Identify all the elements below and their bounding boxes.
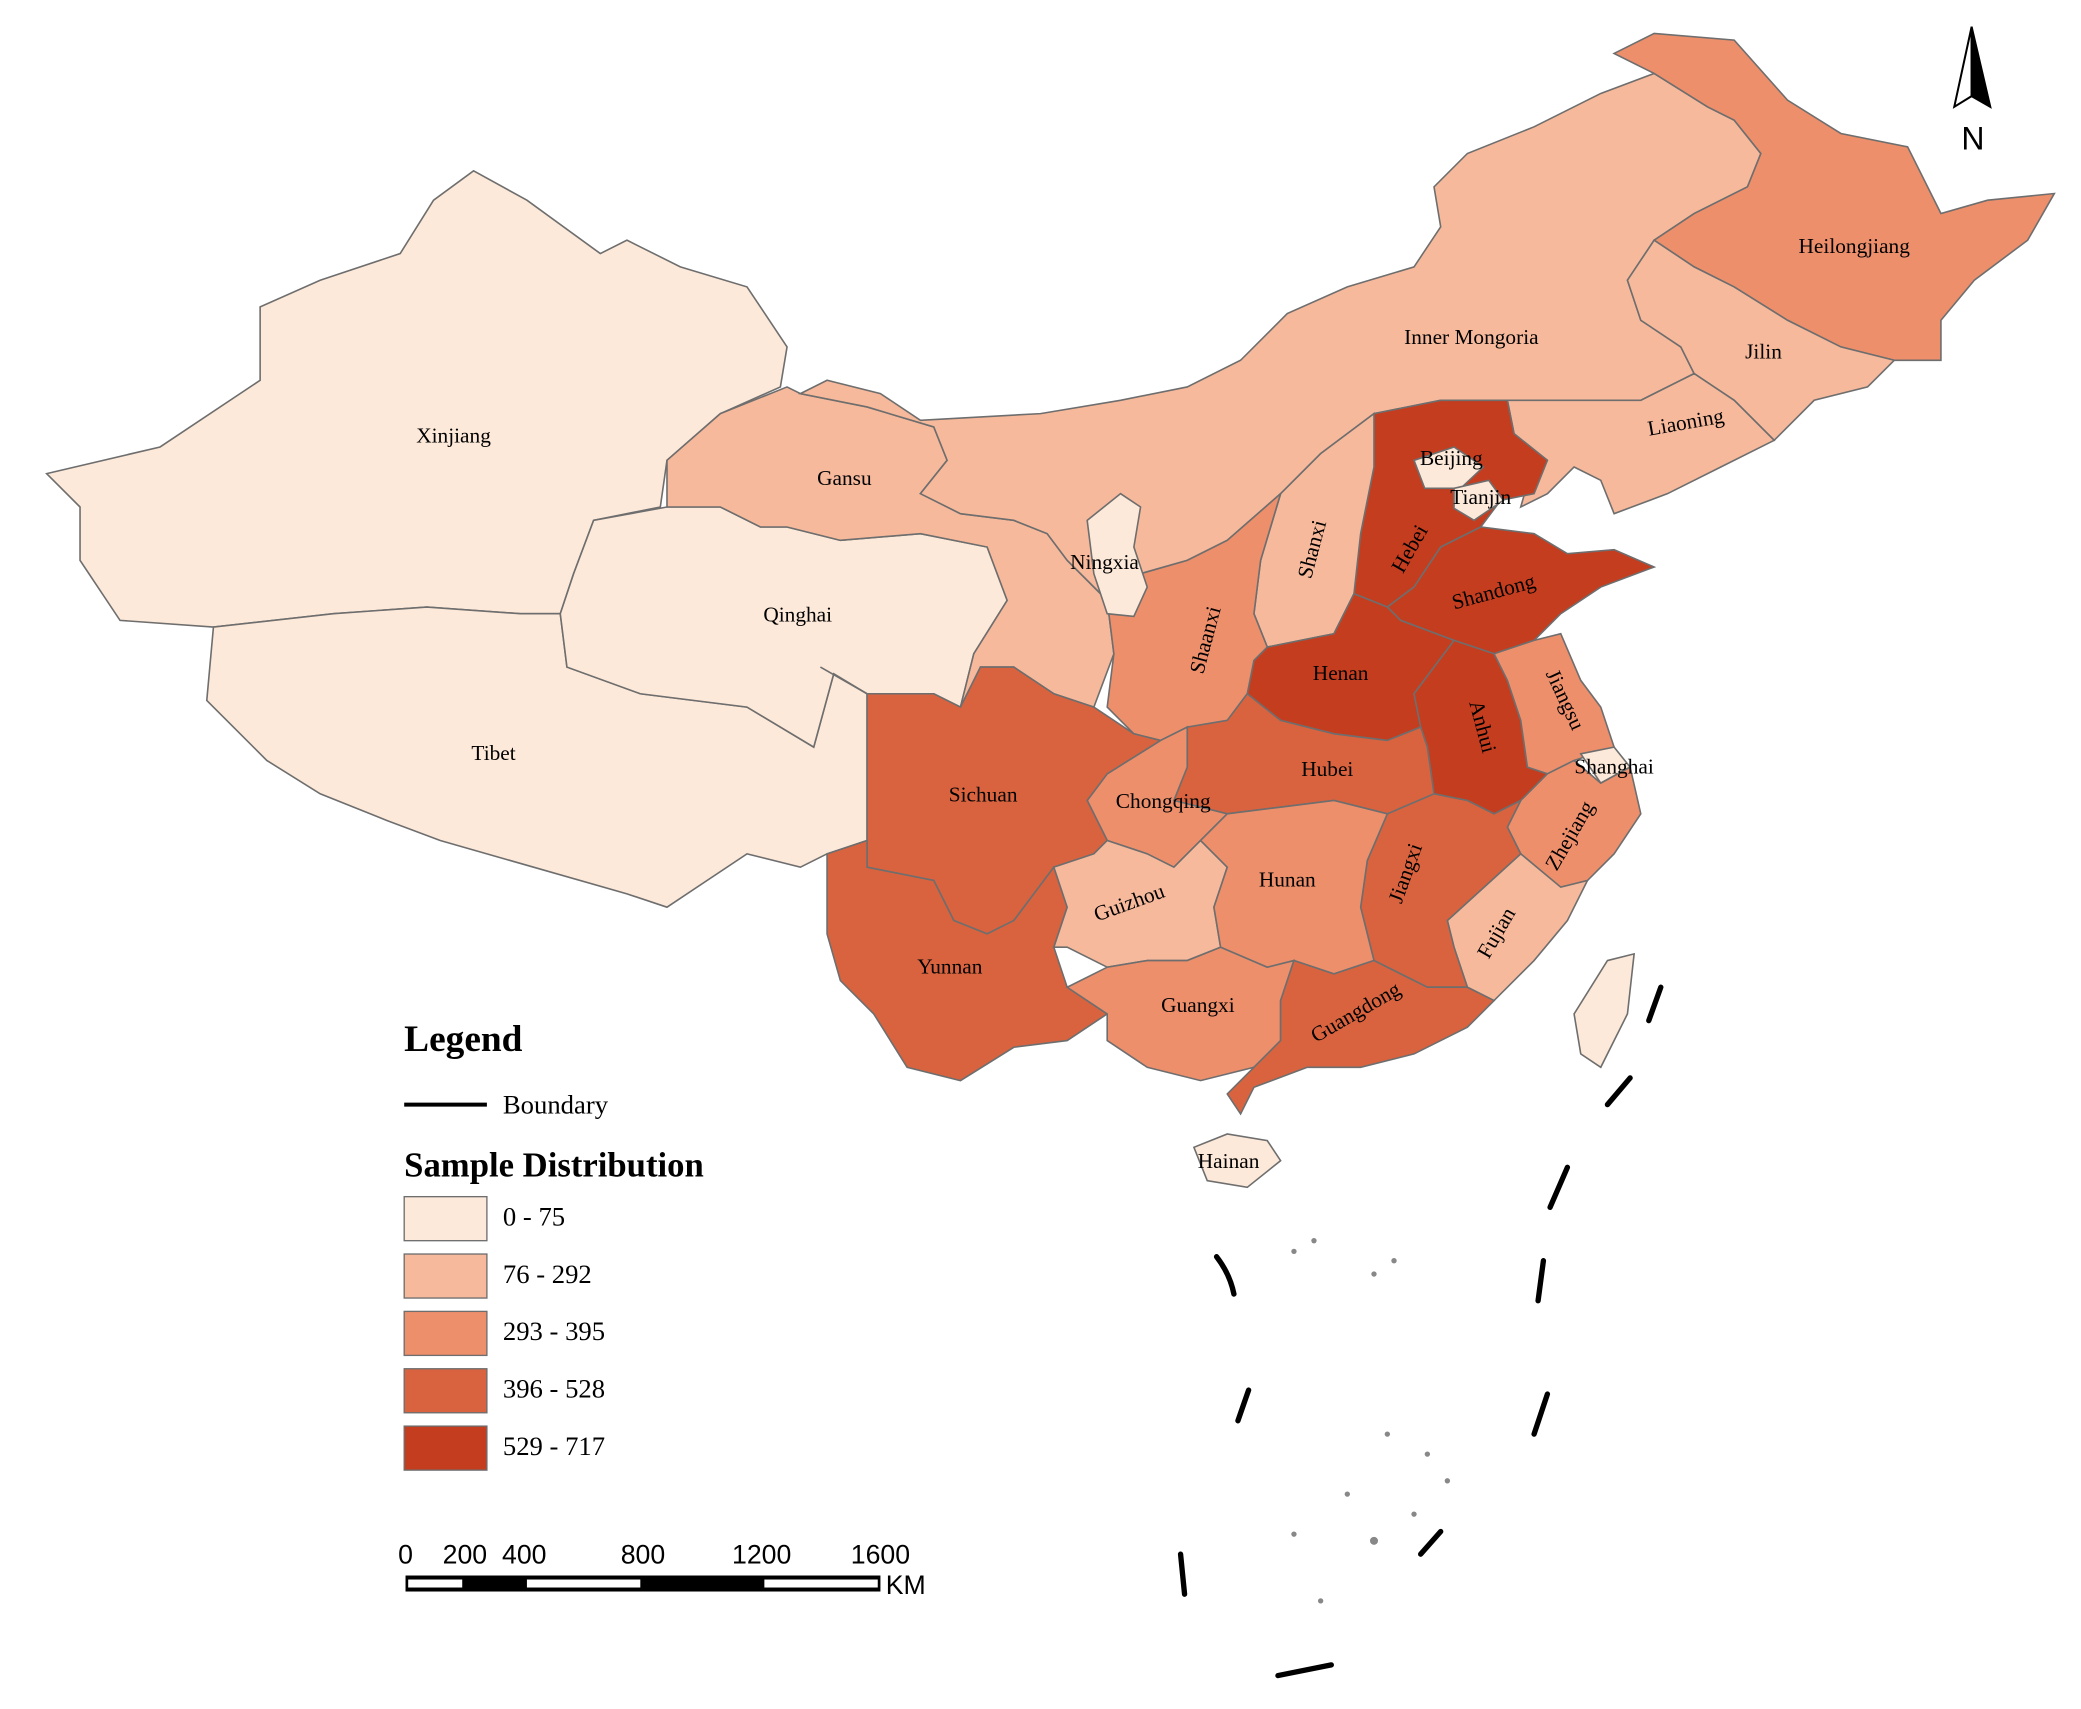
legend-swatch [403, 1310, 488, 1357]
legend-swatch [403, 1368, 488, 1414]
province [1453, 479, 1505, 522]
dash [1235, 1387, 1252, 1424]
dash [1275, 1662, 1334, 1679]
dash [1418, 1528, 1444, 1557]
province-label: Tianjin [1450, 485, 1511, 509]
province-label: Shanghai [1574, 754, 1653, 778]
province-label: Ningxia [1070, 550, 1139, 574]
island [1291, 1248, 1297, 1255]
legend-label: 0 - 75 [503, 1201, 565, 1231]
scale-tick-label: 1600 [851, 1540, 910, 1570]
scale-segment [526, 1579, 641, 1588]
island [1424, 1451, 1431, 1457]
legend-swatch [403, 1425, 488, 1471]
legend-label: 76 - 292 [503, 1259, 592, 1289]
nine-dash-line [1177, 984, 1664, 1679]
province-label: Xinjiang [416, 424, 491, 448]
dash [1213, 1254, 1237, 1297]
legend-label: 396 - 528 [503, 1374, 605, 1404]
dash [1177, 1551, 1188, 1597]
province-label: Guangxi [1161, 993, 1235, 1017]
north-arrow-right [1970, 26, 1992, 109]
legend-swatch [403, 1195, 488, 1242]
north-label: N [1961, 120, 1984, 156]
island [1391, 1258, 1397, 1264]
province-label: Tibet [471, 741, 515, 765]
province-label: Hunan [1259, 868, 1316, 892]
legend: Legend Boundary Sample Distribution 0 - … [403, 1019, 704, 1471]
island [1371, 1271, 1377, 1277]
scale-segment [764, 1579, 878, 1588]
scale-frame [405, 1575, 881, 1592]
island [1369, 1536, 1378, 1545]
province-label: Heilongjiang [1799, 234, 1911, 258]
dash [1646, 984, 1664, 1024]
province [1573, 952, 1636, 1069]
legend-label: 293 - 395 [503, 1316, 605, 1346]
province-label: Gansu [817, 466, 872, 490]
scale-unit: KM [886, 1570, 926, 1600]
province-label: Henan [1313, 661, 1369, 685]
legend-title: Legend [404, 1019, 522, 1060]
island [1344, 1491, 1350, 1497]
province-label: Qinghai [763, 602, 832, 626]
province [1412, 446, 1485, 490]
scale-tick-label: 0 [398, 1540, 413, 1570]
province-label: Beijing [1420, 446, 1483, 470]
dash [1531, 1391, 1551, 1437]
scale-tick-label: 200 [443, 1540, 487, 1570]
province-label: Hubei [1301, 757, 1353, 781]
province-label: Chongqing [1116, 789, 1211, 813]
north-arrow: N [1952, 26, 1992, 156]
dash [1604, 1075, 1633, 1108]
island [1444, 1478, 1451, 1484]
province-layer [45, 32, 2056, 1189]
province-label: Yunnan [917, 954, 982, 978]
province-label: Inner Mongoria [1404, 325, 1539, 349]
legend-subtitle: Sample Distribution [404, 1146, 704, 1185]
island [1384, 1431, 1391, 1437]
province [1226, 959, 1496, 1116]
scale-segment [408, 1579, 463, 1588]
province [1192, 1133, 1282, 1189]
province-label: Hainan [1198, 1149, 1260, 1173]
province [1086, 492, 1149, 618]
legend-swatch [403, 1253, 488, 1299]
scale-tick-label: 800 [621, 1540, 665, 1570]
legend-label: 529 - 717 [503, 1431, 605, 1461]
scale-tick-label: 400 [502, 1540, 546, 1570]
boundary-label: Boundary [503, 1089, 609, 1119]
province-label: Jilin [1745, 339, 1782, 363]
island [1317, 1598, 1324, 1604]
province [1626, 239, 1896, 442]
dash [1547, 1164, 1571, 1211]
islands [1291, 1238, 1451, 1604]
province-label: Sichuan [949, 782, 1018, 806]
island [1411, 1511, 1417, 1517]
north-arrow-left [1952, 26, 1973, 109]
province [1612, 32, 2056, 362]
province [826, 839, 1109, 1082]
island [1311, 1238, 1317, 1244]
scale-tick-label: 1200 [732, 1540, 791, 1570]
island [1291, 1531, 1297, 1537]
dash [1535, 1258, 1547, 1304]
